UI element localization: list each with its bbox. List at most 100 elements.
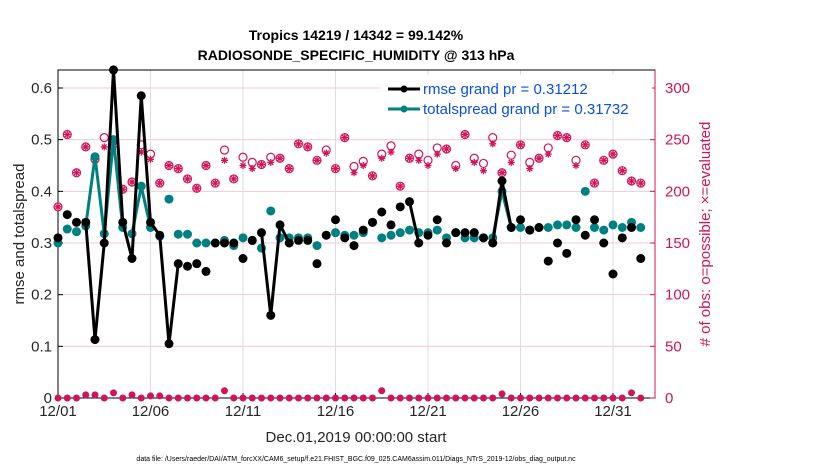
possible-obs-marker <box>53 202 63 212</box>
rmse-point <box>183 261 192 271</box>
totalspread-line-segment <box>93 156 106 234</box>
rmse-point <box>516 215 525 225</box>
rmse-line-segment <box>167 263 180 344</box>
totalspread-point <box>183 229 192 239</box>
rmse-point <box>266 310 276 320</box>
bottom-obs-marker <box>452 394 460 402</box>
bottom-obs-marker <box>128 391 136 399</box>
bottom-obs-marker <box>535 394 543 402</box>
bottom-obs-marker <box>110 389 117 397</box>
possible-obs-marker <box>395 181 405 191</box>
rmse-point <box>479 233 488 243</box>
bottom-obs-marker <box>498 390 506 398</box>
evaluated-obs-marker <box>415 156 423 164</box>
totalspread-point <box>238 233 248 243</box>
evaluated-obs-marker <box>165 162 173 169</box>
evaluated-obs-marker <box>350 169 358 177</box>
totalspread-point <box>543 223 553 232</box>
evaluated-obs-marker <box>396 182 404 190</box>
evaluated-obs-marker <box>221 156 228 164</box>
evaluated-obs-marker <box>572 162 580 169</box>
evaluated-obs-marker <box>73 169 80 177</box>
rmse-point <box>99 238 109 248</box>
data-file-footnote: data file: /Users/raeder/DAI/ATM_forcXX/… <box>136 456 576 463</box>
bottom-obs-marker <box>295 394 302 402</box>
bottom-obs-marker <box>489 394 497 402</box>
evaluated-obs-marker <box>211 179 219 187</box>
rmse-point <box>192 259 202 269</box>
chart-title-line2: RADIOSONDE_SPECIFIC_HUMIDITY @ 313 hPa <box>198 47 515 63</box>
possible-obs-marker <box>62 129 72 140</box>
evaluated-obs-marker <box>295 140 302 148</box>
possible-obs-marker <box>219 145 230 155</box>
evaluated-obs-marker <box>332 165 339 173</box>
bottom-obs-marker <box>396 394 404 402</box>
totalspread-point <box>349 230 359 240</box>
rmse-line-segment <box>93 242 106 340</box>
totalspread-point <box>173 229 183 239</box>
rmse-point <box>331 215 340 225</box>
rmse-point <box>118 217 128 227</box>
possible-obs-marker <box>192 183 202 193</box>
possible-obs-marker <box>71 168 82 178</box>
rmse-point <box>553 238 562 248</box>
y-left-tick-label: 0.1 <box>31 338 52 355</box>
rmse-point <box>238 254 248 263</box>
y-right-ticks: 0 50 100 150 200 250 300 <box>650 80 690 407</box>
possible-obs-marker <box>589 178 600 188</box>
bottom-obs-marker <box>563 394 571 402</box>
possible-obs-marker <box>506 150 516 160</box>
evaluated-obs-marker <box>248 165 256 173</box>
bottom-obs-marker <box>443 394 450 402</box>
possible-obs-marker <box>293 139 304 149</box>
bottom-obs-marker <box>461 394 469 402</box>
bottom-obs-marker <box>248 394 256 402</box>
totalspread-point <box>580 186 590 196</box>
evaluated-obs-marker <box>544 150 552 158</box>
totalspread-point <box>590 223 599 232</box>
bottom-obs-marker <box>304 394 312 402</box>
evaluated-obs-marker <box>174 165 182 173</box>
rmse-point <box>146 217 155 227</box>
evaluated-obs-marker <box>526 165 534 173</box>
rmse-point <box>109 65 118 75</box>
y-axis-left-label: rmse and totalspread <box>11 164 28 305</box>
y-right-tick-label: 150 <box>665 235 690 252</box>
rmse-point <box>210 238 220 248</box>
bottom-obs-marker <box>628 389 635 397</box>
evaluated-obs-marker <box>387 148 395 156</box>
totalspread-point <box>636 223 646 232</box>
bottom-obs-marker <box>267 394 275 402</box>
evaluated-obs-marker <box>609 150 617 158</box>
bottom-obs-marker <box>572 394 580 402</box>
legend-marker-totalspread <box>400 105 408 113</box>
rmse-point <box>451 228 461 238</box>
totalspread-point <box>266 206 276 216</box>
rmse-point <box>497 176 507 186</box>
rmse-point <box>525 225 535 235</box>
y-left-ticks: 0 0.1 0.2 0.3 0.4 0.5 0.6 <box>31 80 63 407</box>
rmse-line-segment <box>84 222 97 340</box>
totalspread-point <box>377 233 387 243</box>
x-tick-label: 12/21 <box>409 403 447 420</box>
possible-obs-marker <box>562 133 572 143</box>
rmse-point <box>72 217 81 227</box>
rmse-point <box>229 238 239 248</box>
bottom-obs-marker <box>156 392 164 400</box>
possible-obs-marker <box>580 140 590 150</box>
bottom-obs-marker <box>63 394 71 402</box>
rmse-point <box>294 235 303 245</box>
evaluated-obs-marker <box>184 175 191 183</box>
totalspread-point <box>386 230 396 240</box>
rmse-point <box>432 215 442 225</box>
totalspread-point <box>395 228 405 238</box>
totalspread-point <box>201 238 211 248</box>
rmse-point <box>562 248 572 258</box>
rmse-point <box>460 228 470 238</box>
bottom-obs-marker <box>91 391 99 399</box>
rmse-line-segment <box>139 95 152 223</box>
rmse-point <box>136 91 146 101</box>
possible-obs-marker <box>238 152 248 162</box>
y-left-tick-label: 0.6 <box>31 80 52 97</box>
possible-obs-marker <box>164 160 174 171</box>
